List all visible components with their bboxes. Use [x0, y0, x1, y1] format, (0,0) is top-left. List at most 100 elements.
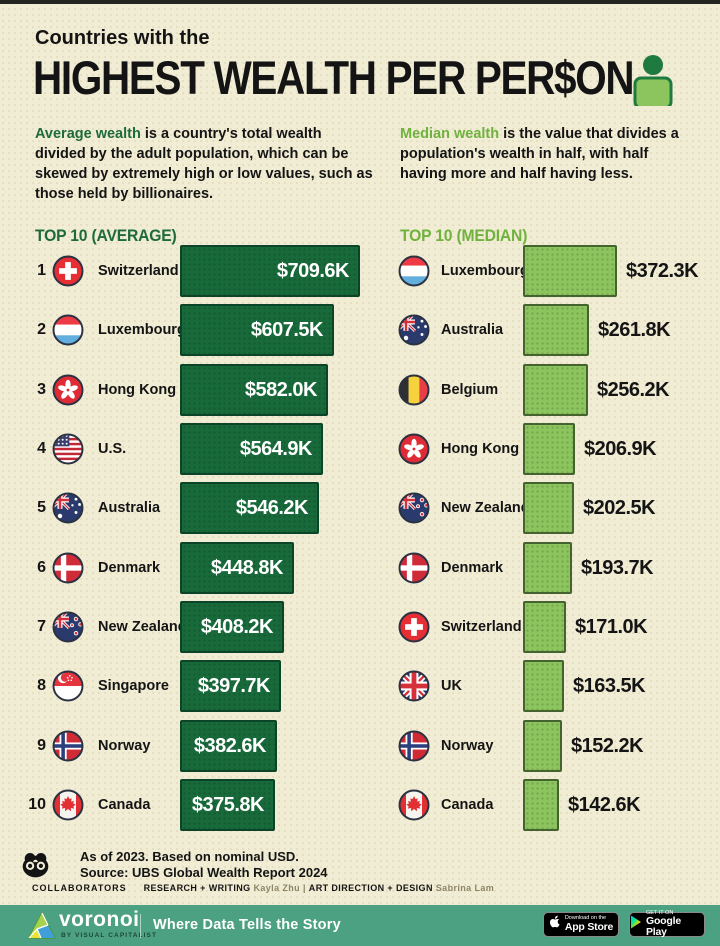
average-row: 3 Hong Kong $582.0K [0, 364, 720, 416]
google-play-badge-line1: GET IT ON [646, 909, 674, 916]
flag-icon-ca [398, 789, 430, 826]
median-section-title: TOP 10 (MEDIAN) [400, 227, 528, 245]
country-label: New Zealand [441, 500, 530, 516]
flag-icon-au [52, 492, 84, 529]
top-edge-strip [0, 0, 720, 4]
median-bar [523, 660, 564, 712]
median-row: Denmark $193.7K [0, 542, 720, 594]
average-row: 2 Luxembourg $607.5K [0, 304, 720, 356]
average-bar: $397.7K [180, 660, 281, 712]
flag-icon-ca [52, 789, 84, 826]
app-store-badge-line1: Download on the [564, 915, 607, 922]
value-label: $546.2K [235, 496, 309, 519]
google-play-badge[interactable]: GET IT ON Google Play [629, 909, 705, 939]
country-label: Singapore [98, 678, 169, 694]
google-play-badge-line2: Google Play [646, 915, 681, 939]
median-bar [523, 482, 574, 534]
country-label: New Zealand [98, 619, 187, 635]
average-bar: $448.8K [180, 542, 294, 594]
flag-icon-nz [52, 611, 84, 648]
country-label: Australia [441, 322, 504, 338]
median-row: Norway $152.2K [0, 720, 720, 772]
flag-icon-be [398, 374, 430, 411]
flag-icon-hk [398, 433, 430, 470]
value-label: $152.2K [571, 734, 644, 757]
average-section-title: TOP 10 (AVERAGE) [35, 227, 177, 245]
rank-label: 7 [37, 618, 46, 635]
country-label: Canada [441, 797, 494, 813]
footnote-line2: Source: UBS Global Wealth Report 2024 [80, 865, 328, 880]
flag-icon-uk [398, 670, 430, 707]
flag-icon-sg [52, 670, 84, 707]
rank-label: 8 [37, 677, 46, 694]
median-bar [523, 304, 589, 356]
median-definition-text: is the value that divides a population's… [400, 126, 679, 182]
visual-capitalist-binoculars-icon [21, 851, 50, 883]
country-label: Canada [98, 797, 151, 813]
value-label: $193.7K [581, 556, 654, 579]
footer-divider [140, 914, 141, 938]
value-label: $372.3K [626, 259, 699, 282]
average-bar: $607.5K [180, 304, 334, 356]
rank-label: 5 [37, 499, 46, 516]
value-label: $261.8K [598, 318, 671, 341]
rank-label: 9 [37, 737, 46, 754]
collaborators-line: COLLABORATORS RESEARCH + WRITING Kayla Z… [32, 883, 494, 893]
rank-label: 6 [37, 559, 46, 576]
median-bar [523, 245, 617, 297]
flag-icon-ch [52, 255, 84, 292]
value-label: $163.5K [573, 674, 646, 697]
median-definition: Median wealth is the value that divides … [400, 124, 690, 184]
country-label: Switzerland [441, 619, 522, 635]
value-label: $171.0K [575, 615, 648, 638]
average-bar: $375.8K [180, 779, 275, 831]
value-label: $607.5K [250, 318, 324, 341]
footnote-line1: As of 2023. Based on nominal USD. [80, 849, 299, 864]
average-definition: Average wealth is a country's total weal… [35, 124, 375, 204]
median-bar [523, 364, 588, 416]
average-bar: $564.9K [180, 423, 323, 475]
average-bar: $582.0K [180, 364, 328, 416]
flag-icon-hk [52, 374, 84, 411]
flag-icon-no [398, 730, 430, 767]
average-bar: $709.6K [180, 245, 360, 297]
median-row: Luxembourg $372.3K [0, 245, 720, 297]
median-bar [523, 779, 559, 831]
country-label: Belgium [441, 382, 499, 398]
value-label: $375.8K [191, 793, 265, 816]
flag-icon-dk [52, 552, 84, 589]
median-row: UK $163.5K [0, 660, 720, 712]
average-row: 9 Norway $382.6K [0, 720, 720, 772]
average-row: 6 Denmark $448.8K [0, 542, 720, 594]
average-bar: $408.2K [180, 601, 284, 653]
average-definition-text: is a country's total wealth divided by t… [35, 126, 373, 202]
value-label: $142.6K [568, 793, 641, 816]
research-writing-label: RESEARCH + WRITING [143, 883, 251, 893]
value-label: $709.6K [276, 259, 350, 282]
flag-icon-no [52, 730, 84, 767]
median-bar [523, 542, 572, 594]
voronoi-logo-icon [27, 912, 57, 945]
collaborators-divider: | [302, 883, 306, 893]
app-store-badge[interactable]: Download on the App Store [543, 912, 619, 937]
value-label: $448.8K [210, 556, 284, 579]
footer-tagline: Where Data Tells the Story [153, 917, 341, 933]
median-row: Switzerland $171.0K [0, 601, 720, 653]
apple-icon [549, 915, 561, 934]
voronoi-brand: voronoi [59, 908, 140, 931]
median-bar [523, 423, 575, 475]
value-label: $564.9K [239, 437, 313, 460]
value-label: $397.7K [197, 674, 271, 697]
research-writing-name: Kayla Zhu [253, 883, 301, 893]
average-row: 1 Switzerland $709.6K [0, 245, 720, 297]
person-icon [631, 54, 675, 111]
country-label: U.S. [98, 441, 127, 457]
flag-icon-lu [398, 255, 430, 292]
rank-label: 1 [37, 262, 46, 279]
average-row: 7 New Zealand $408.2K [0, 601, 720, 653]
country-label: Denmark [98, 560, 161, 576]
value-label: $202.5K [583, 496, 656, 519]
country-label: Denmark [441, 560, 504, 576]
pretitle: Countries with the [35, 27, 210, 49]
flag-icon-dk [398, 552, 430, 589]
